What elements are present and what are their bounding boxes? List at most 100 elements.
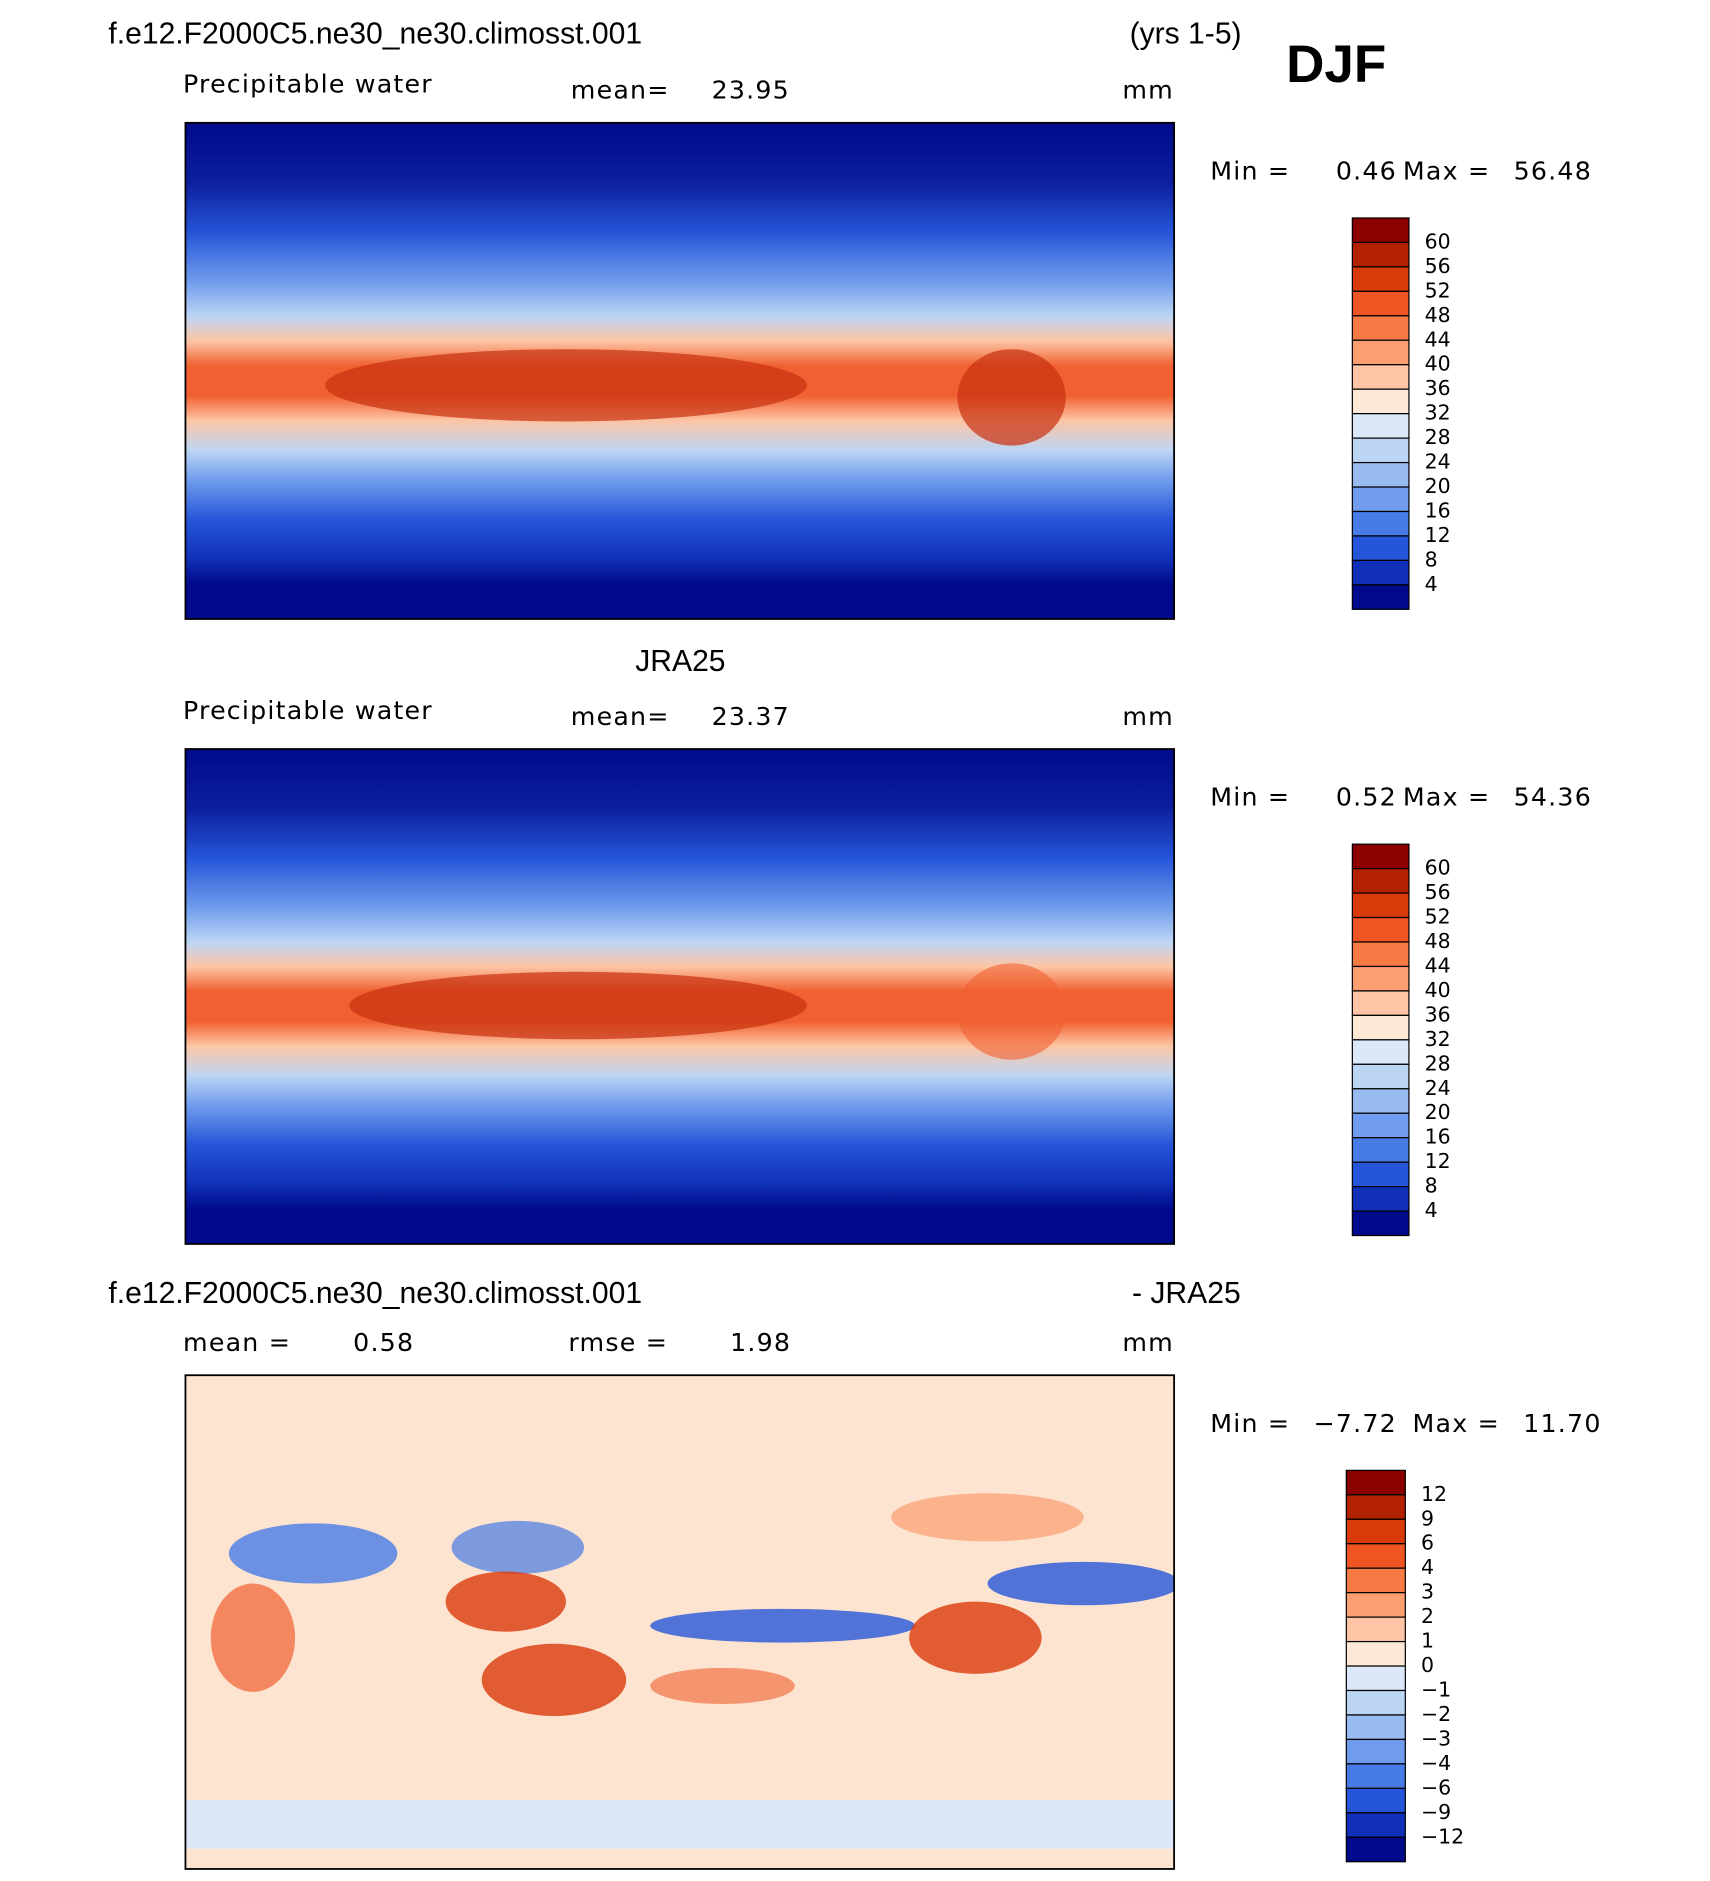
colorbar-box (1345, 1836, 1406, 1863)
colorbar-label: 32 (1425, 401, 1451, 425)
min-value: −7.72 (1313, 1409, 1396, 1438)
max-value: 56.48 (1514, 156, 1592, 185)
colorbar-label: 40 (1425, 352, 1451, 376)
map (185, 1375, 1175, 1869)
colorbar-box (1351, 388, 1410, 415)
colorbar-label: 48 (1425, 929, 1451, 953)
colorbar-box (1351, 1210, 1410, 1237)
min-label: Min = (1210, 783, 1290, 812)
colorbar-box (1351, 965, 1410, 992)
colorbar-box (1345, 1812, 1406, 1838)
min-value: 0.52 (1336, 783, 1397, 812)
colorbar-box (1351, 843, 1410, 870)
units: mm (1122, 76, 1174, 105)
map (185, 749, 1175, 1244)
max-value: 54.36 (1514, 783, 1592, 812)
units: mm (1122, 702, 1174, 731)
colorbar-box (1351, 364, 1410, 390)
colorbar-box (1345, 1494, 1406, 1520)
colorbar-box (1351, 1161, 1410, 1188)
colorbar-box (1351, 1039, 1410, 1065)
mean-value: 23.37 (712, 702, 790, 731)
mean-value: 23.95 (712, 76, 790, 105)
colorbar-box (1345, 1689, 1406, 1716)
mean-label: mean= (571, 702, 670, 731)
colorbar-label: −9 (1421, 1800, 1451, 1824)
colorbar-box (1351, 290, 1410, 317)
panel-title: JRA25 (635, 645, 725, 678)
colorbar-box (1351, 315, 1410, 341)
colorbar-label: 12 (1425, 1149, 1451, 1173)
colorbar-label: 0 (1421, 1653, 1434, 1677)
colorbar-box (1345, 1665, 1406, 1692)
max-label: Max = (1403, 156, 1490, 185)
colorbar-box (1351, 1014, 1410, 1041)
colorbar-label: 20 (1425, 474, 1451, 498)
colorbar-label: 52 (1425, 905, 1451, 929)
colorbar-label: 8 (1425, 547, 1438, 571)
colorbar-box (1351, 941, 1410, 968)
colorbar-box (1345, 1738, 1406, 1765)
colorbar-label: 32 (1425, 1027, 1451, 1051)
panel-title: f.e12.F2000C5.ne30_ne30.climosst.001 (108, 1277, 642, 1310)
colorbar-box (1351, 217, 1410, 244)
colorbar-label: 12 (1421, 1482, 1447, 1506)
colorbar-label: 60 (1425, 856, 1451, 880)
colorbar-label: 44 (1425, 327, 1451, 351)
colorbar-label: 44 (1425, 953, 1451, 977)
mean-label: mean= (571, 76, 670, 105)
colorbar-box (1345, 1640, 1406, 1667)
colorbar-label: 6 (1421, 1531, 1434, 1555)
colorbar-box (1345, 1763, 1406, 1789)
colorbar-box (1345, 1518, 1406, 1545)
map-frame (184, 748, 1176, 1245)
colorbar-label: −12 (1421, 1824, 1464, 1848)
colorbar-box (1351, 535, 1410, 562)
panel-title-suffix: - JRA25 (1132, 1277, 1241, 1310)
colorbar-box (1351, 266, 1410, 292)
rmse-value: 1.98 (730, 1328, 791, 1357)
colorbar-box (1351, 461, 1410, 488)
min-label: Min = (1210, 156, 1290, 185)
colorbar-label: −4 (1421, 1751, 1451, 1775)
colorbar-label: 3 (1421, 1580, 1434, 1604)
mean-value: 0.58 (353, 1328, 414, 1357)
colorbar-label: 48 (1425, 303, 1451, 327)
colorbar-box (1351, 1063, 1410, 1090)
colorbar-label: 4 (1425, 572, 1438, 596)
colorbar-box (1345, 1714, 1406, 1741)
colorbar-label: 4 (1421, 1555, 1434, 1579)
colorbar-box (1351, 1088, 1410, 1114)
colorbar-label: 28 (1425, 1051, 1451, 1075)
colorbar-box (1351, 339, 1410, 366)
colorbar-label: 2 (1421, 1604, 1434, 1628)
colorbar-label: 16 (1425, 1125, 1451, 1149)
case-title: f.e12.F2000C5.ne30_ne30.climosst.001 (108, 17, 642, 50)
rmse-label: rmse = (568, 1328, 668, 1357)
colorbar-label: −2 (1421, 1702, 1451, 1726)
colorbar-box (1351, 559, 1410, 586)
map-frame (184, 1374, 1176, 1870)
colorbar-label: 9 (1421, 1506, 1434, 1530)
colorbar-box (1351, 1186, 1410, 1212)
colorbar-box (1351, 892, 1410, 919)
mean-label: mean = (183, 1328, 291, 1357)
min-label: Min = (1210, 1409, 1290, 1438)
colorbar-box (1345, 1616, 1406, 1643)
max-value: 11.70 (1523, 1409, 1601, 1438)
colorbar-label: 52 (1425, 278, 1451, 302)
colorbar-label: 12 (1425, 523, 1451, 547)
colorbar-box (1351, 510, 1410, 537)
season: DJF (1286, 35, 1386, 94)
colorbar-box (1345, 1543, 1406, 1569)
colorbar-label: 56 (1425, 880, 1451, 904)
colorbar-box (1351, 437, 1410, 464)
colorbar-box (1351, 1112, 1410, 1139)
colorbar-box (1351, 413, 1410, 439)
colorbar-box (1351, 990, 1410, 1016)
units: mm (1122, 1328, 1174, 1357)
colorbar-box (1351, 916, 1410, 943)
map (185, 122, 1175, 619)
years: (yrs 1-5) (1130, 17, 1242, 50)
